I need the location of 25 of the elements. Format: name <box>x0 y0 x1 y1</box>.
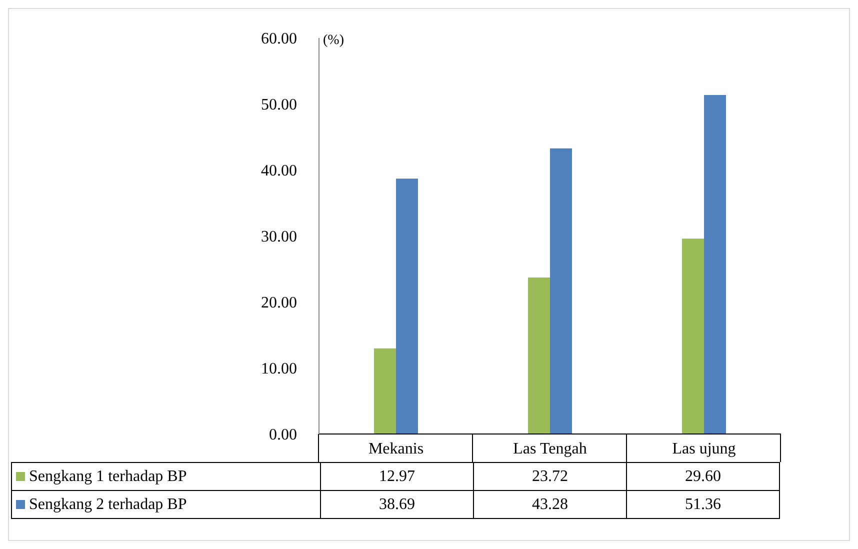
bar <box>550 148 572 434</box>
bar <box>682 238 704 434</box>
y-tick-label: 30.00 <box>261 228 297 246</box>
x-tick-label: Las ujung <box>672 440 736 458</box>
data-label: 43.28 <box>474 490 626 518</box>
bar <box>374 348 396 434</box>
bar <box>528 277 550 434</box>
bar <box>704 95 726 434</box>
data-label: 12.97 <box>320 462 474 490</box>
legend-label: Sengkang 2 terhadap BP <box>29 496 187 512</box>
y-tick-label: 60.00 <box>261 30 297 48</box>
y-tick-label: 20.00 <box>261 294 297 312</box>
y-axis-title: (%) <box>323 33 344 49</box>
data-label: 51.36 <box>626 490 780 518</box>
x-tick-label: Las Tengah <box>513 440 587 458</box>
bar <box>396 178 418 434</box>
data-label: 38.69 <box>320 490 474 518</box>
y-tick-label: 0.00 <box>269 426 297 444</box>
data-label: 29.60 <box>626 462 780 490</box>
y-tick-label: 10.00 <box>261 360 297 378</box>
data-label: 23.72 <box>474 462 626 490</box>
y-tick-label: 40.00 <box>261 162 297 180</box>
x-tick-label: Mekanis <box>368 440 424 458</box>
legend-label: Sengkang 1 terhadap BP <box>29 468 187 484</box>
y-tick-label: 50.00 <box>261 96 297 114</box>
